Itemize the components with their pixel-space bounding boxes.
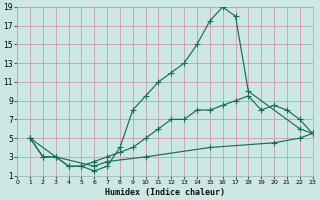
X-axis label: Humidex (Indice chaleur): Humidex (Indice chaleur) (105, 188, 225, 197)
